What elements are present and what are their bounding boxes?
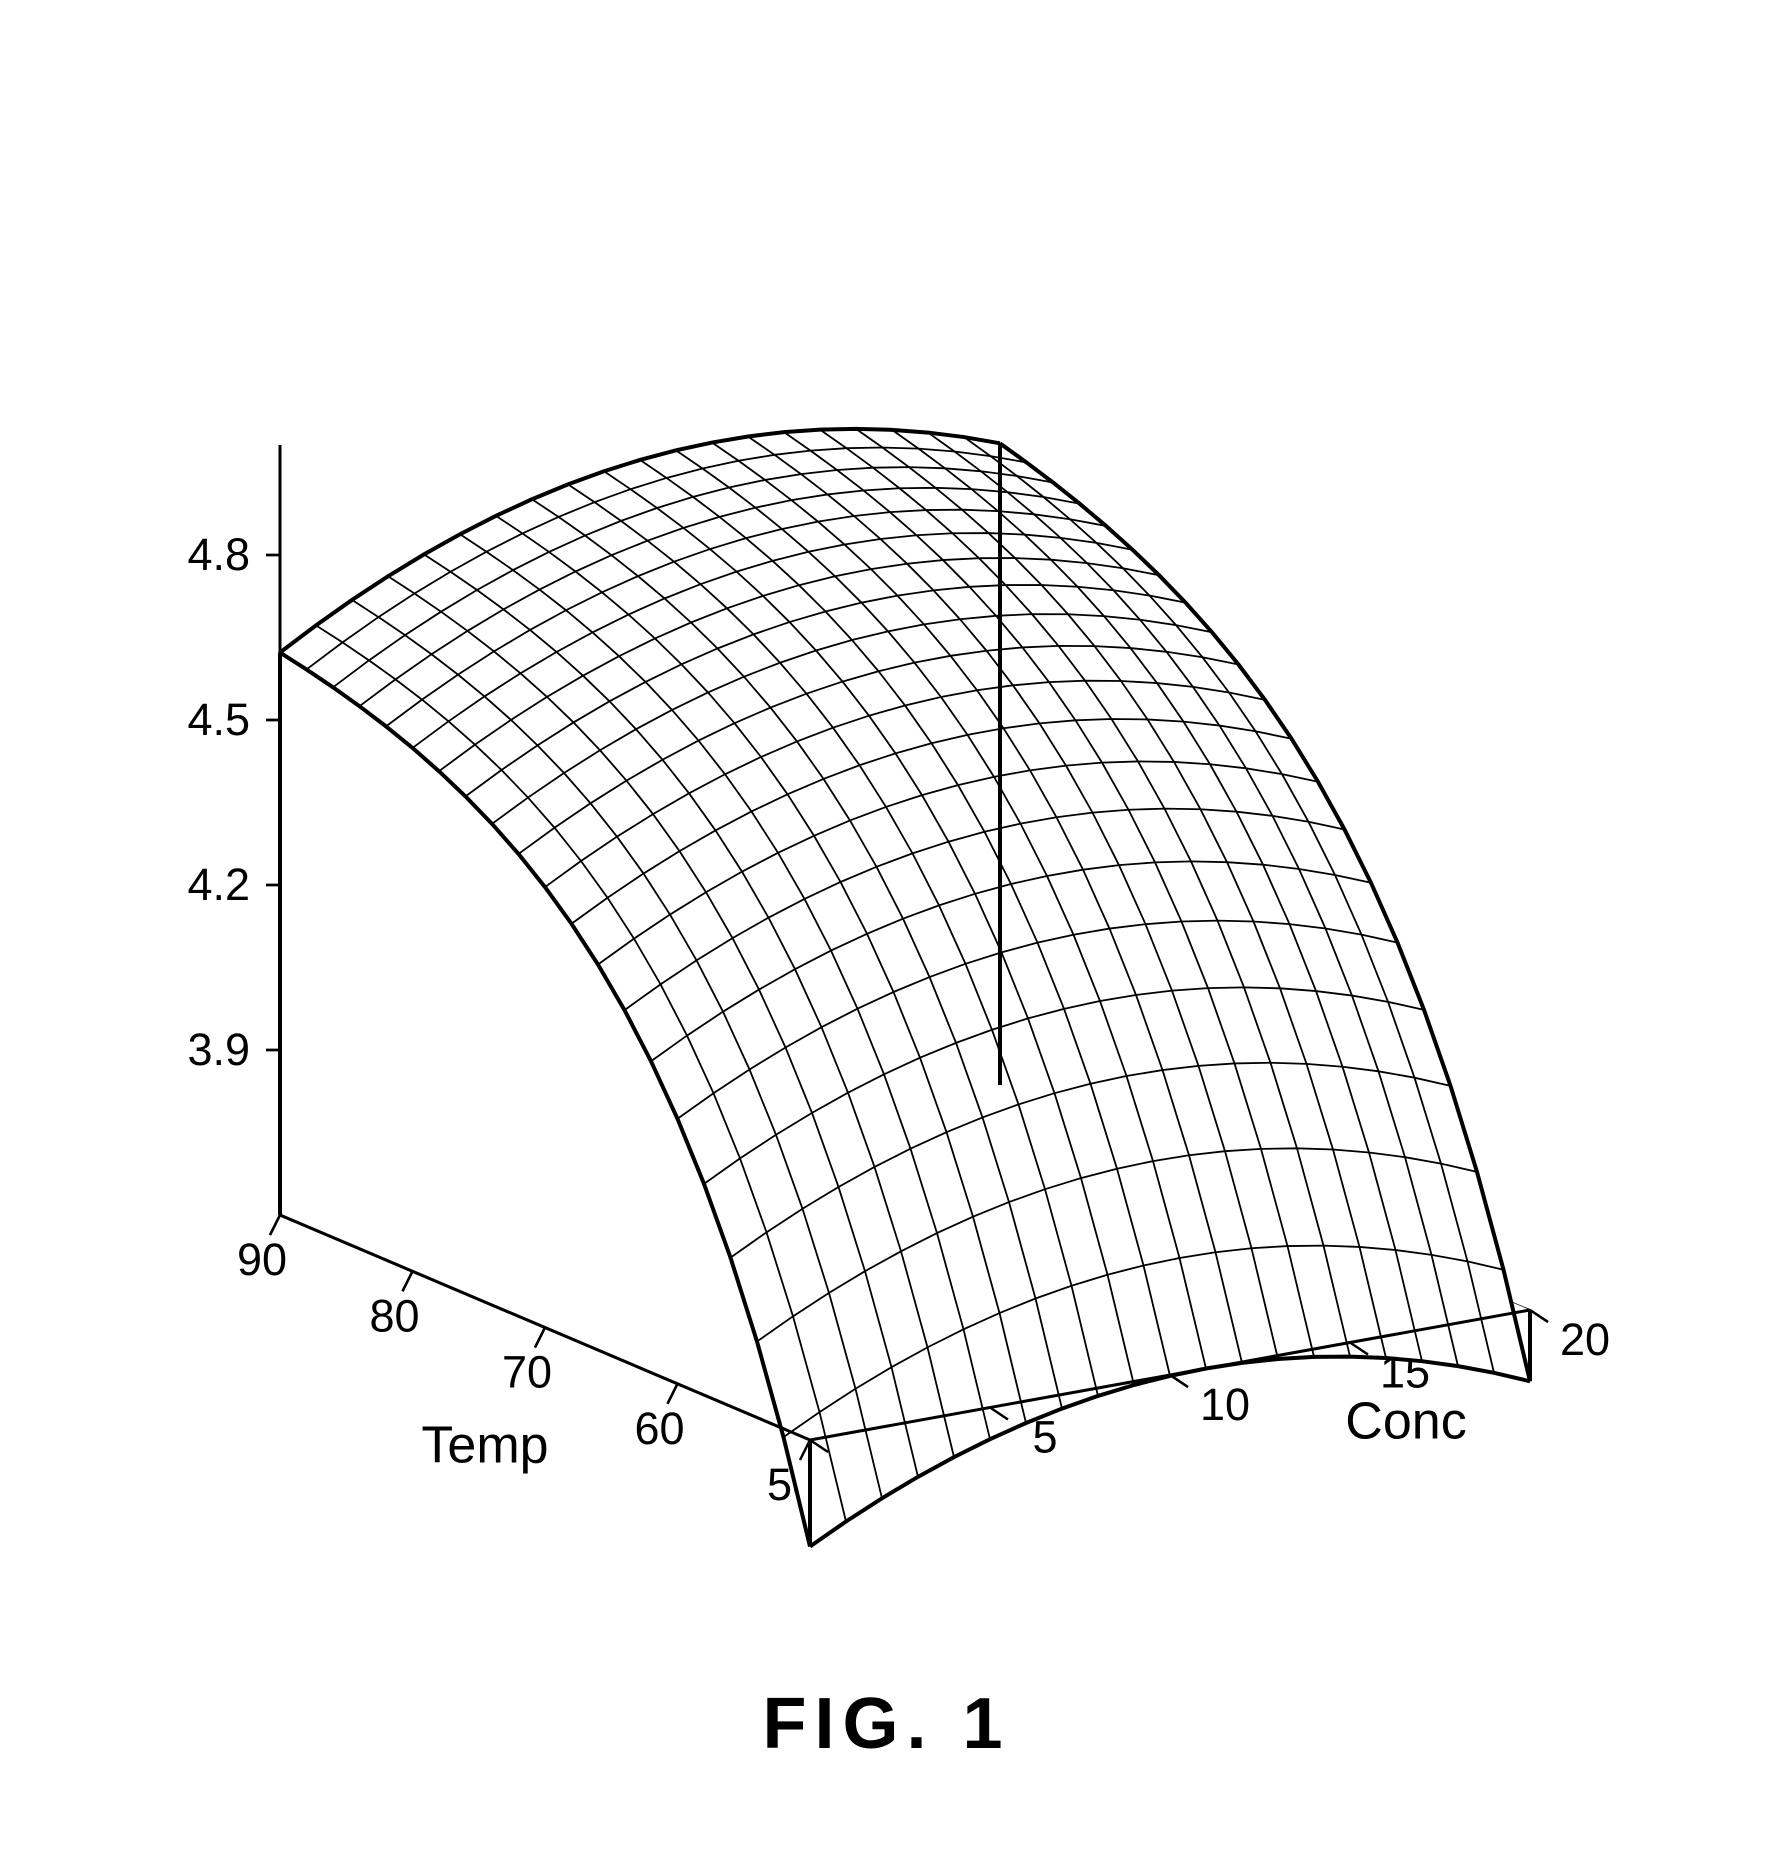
svg-text:80: 80 — [369, 1290, 419, 1341]
svg-text:Temp: Temp — [421, 1417, 548, 1475]
figure-caption: FIG. 1 — [0, 1683, 1773, 1765]
svg-text:4.8: 4.8 — [187, 529, 250, 580]
svg-text:90: 90 — [237, 1234, 287, 1285]
svg-text:4.2: 4.2 — [187, 859, 250, 910]
svg-text:3.9: 3.9 — [187, 1024, 250, 1075]
chart-canvas: 3.94.24.54.89080706050Temp05101520Conc — [50, 150, 1700, 1650]
svg-text:10: 10 — [1200, 1379, 1250, 1430]
svg-text:60: 60 — [634, 1403, 684, 1454]
svg-text:70: 70 — [502, 1347, 552, 1398]
surface-chart-3d: 3.94.24.54.89080706050Temp05101520Conc — [50, 150, 1700, 1650]
svg-text:4.5: 4.5 — [187, 694, 250, 745]
svg-text:20: 20 — [1560, 1314, 1610, 1365]
svg-text:Conc: Conc — [1345, 1393, 1466, 1451]
